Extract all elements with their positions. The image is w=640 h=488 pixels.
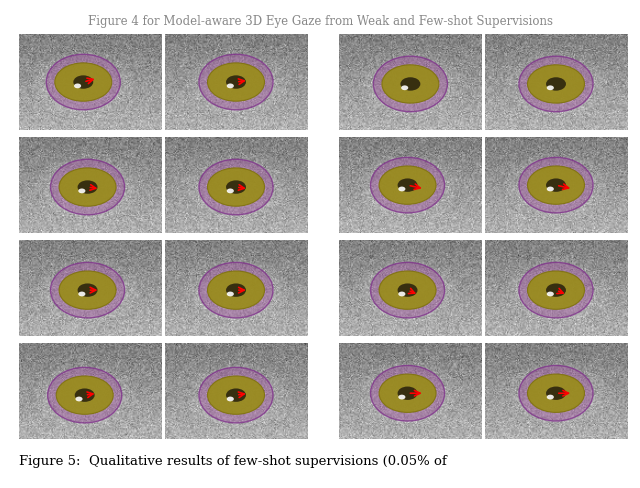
Circle shape: [527, 271, 584, 309]
Circle shape: [379, 166, 436, 204]
Ellipse shape: [51, 263, 125, 318]
Circle shape: [382, 65, 439, 103]
Text: Figure 4 for Model-aware 3D Eye Gaze from Weak and Few-shot Supervisions: Figure 4 for Model-aware 3D Eye Gaze fro…: [88, 15, 552, 28]
Circle shape: [207, 271, 264, 309]
Circle shape: [398, 186, 405, 191]
Circle shape: [56, 376, 113, 414]
Ellipse shape: [373, 56, 447, 112]
Ellipse shape: [519, 56, 593, 112]
Ellipse shape: [519, 263, 593, 318]
Circle shape: [77, 284, 97, 297]
Circle shape: [226, 75, 246, 89]
Circle shape: [78, 291, 85, 296]
Circle shape: [401, 77, 420, 91]
Circle shape: [226, 181, 246, 194]
Circle shape: [547, 395, 554, 400]
Ellipse shape: [199, 367, 273, 423]
Circle shape: [547, 85, 554, 90]
Ellipse shape: [47, 367, 122, 423]
Circle shape: [74, 83, 81, 88]
Ellipse shape: [371, 157, 445, 213]
Circle shape: [397, 179, 417, 192]
Circle shape: [547, 186, 554, 191]
Circle shape: [207, 168, 264, 206]
Circle shape: [397, 284, 417, 297]
Circle shape: [527, 166, 584, 204]
Ellipse shape: [46, 54, 120, 110]
Ellipse shape: [199, 159, 273, 215]
Text: Figure 5:  Qualitative results of few-shot supervisions (0.05% of: Figure 5: Qualitative results of few-sho…: [19, 455, 447, 468]
Circle shape: [226, 388, 246, 402]
Circle shape: [207, 63, 264, 101]
Circle shape: [397, 386, 417, 400]
Circle shape: [74, 75, 93, 89]
Circle shape: [75, 388, 95, 402]
Circle shape: [227, 397, 234, 401]
Circle shape: [398, 395, 405, 400]
Circle shape: [59, 168, 116, 206]
Circle shape: [546, 77, 566, 91]
Circle shape: [379, 271, 436, 309]
Ellipse shape: [199, 54, 273, 110]
Circle shape: [379, 374, 436, 412]
Ellipse shape: [371, 263, 445, 318]
Circle shape: [527, 374, 584, 412]
Circle shape: [547, 291, 554, 296]
Circle shape: [546, 386, 566, 400]
Circle shape: [227, 188, 234, 193]
Circle shape: [76, 397, 83, 401]
Ellipse shape: [371, 366, 445, 421]
Ellipse shape: [519, 366, 593, 421]
Ellipse shape: [51, 159, 125, 215]
Circle shape: [401, 85, 408, 90]
Ellipse shape: [519, 157, 593, 213]
Circle shape: [546, 179, 566, 192]
Circle shape: [227, 291, 234, 296]
Circle shape: [546, 284, 566, 297]
Circle shape: [227, 83, 234, 88]
Circle shape: [55, 63, 112, 101]
Circle shape: [207, 376, 264, 414]
Circle shape: [59, 271, 116, 309]
Circle shape: [527, 65, 584, 103]
Circle shape: [398, 291, 405, 296]
Ellipse shape: [199, 263, 273, 318]
Circle shape: [78, 188, 85, 193]
Circle shape: [77, 181, 97, 194]
Circle shape: [226, 284, 246, 297]
